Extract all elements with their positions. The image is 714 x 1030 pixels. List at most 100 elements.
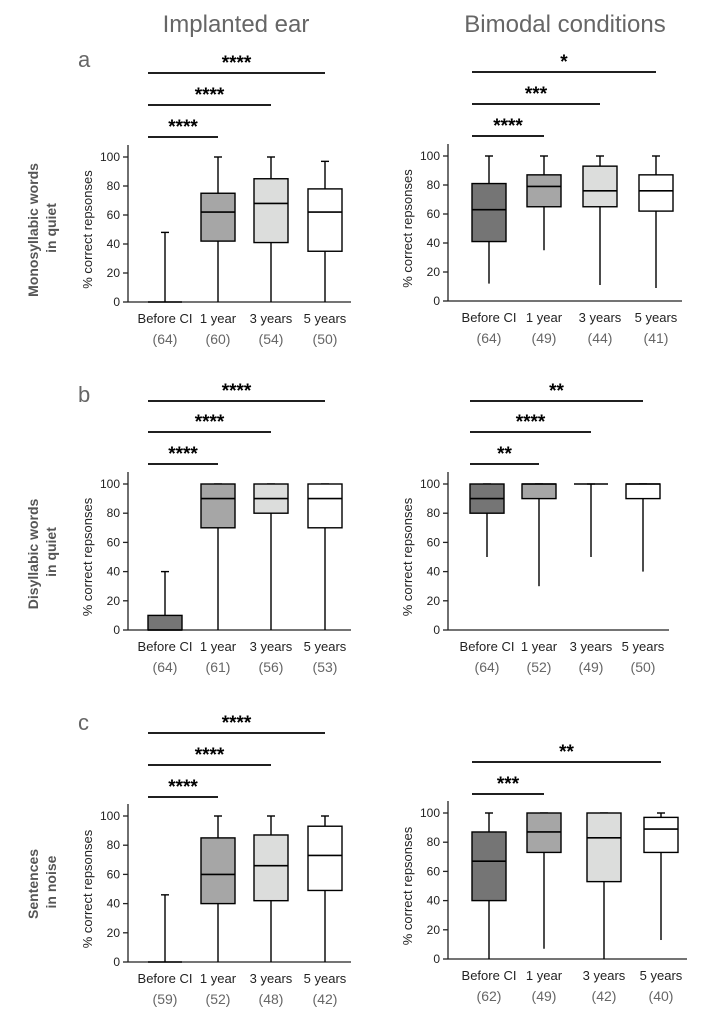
y-tick-label: 20 xyxy=(427,594,441,608)
y-tick-label: 40 xyxy=(107,565,121,579)
row-label-c: Sentences in noise xyxy=(25,845,59,919)
x-count-label: (61) xyxy=(206,659,231,675)
row-label-b: Disyllabic words in quiet xyxy=(25,495,59,609)
x-count-label: (50) xyxy=(313,331,338,347)
chart-panel-c-bimodal: 0 20 40 60 80 100 % correct repsonses Before CI… xyxy=(400,742,687,1004)
significance-stars: ** xyxy=(559,742,574,763)
y-axis-label: % correct repsonses xyxy=(400,497,415,616)
y-tick-label: 20 xyxy=(107,926,121,940)
panel-letter-a: a xyxy=(78,47,91,72)
x-count-label: (49) xyxy=(532,330,557,346)
x-count-label: (59) xyxy=(153,991,178,1007)
y-tick-label: 80 xyxy=(107,838,121,852)
x-category-label: 1 year xyxy=(526,968,563,983)
y-tick-label: 100 xyxy=(100,809,120,823)
significance-stars: **** xyxy=(195,745,225,766)
significance-stars: **** xyxy=(195,85,225,106)
significance-stars: **** xyxy=(222,53,252,74)
y-tick-label: 0 xyxy=(433,952,440,966)
x-count-label: (52) xyxy=(527,659,552,675)
box-5-years xyxy=(307,188,343,252)
y-tick-label: 80 xyxy=(427,506,441,520)
significance-stars: **** xyxy=(493,116,523,137)
x-count-label: (56) xyxy=(259,659,284,675)
x-category-label: 3 years xyxy=(250,311,293,326)
x-count-label: (48) xyxy=(259,991,284,1007)
y-tick-label: 40 xyxy=(427,894,441,908)
y-tick-label: 100 xyxy=(100,150,120,164)
row-label-b-line1: Disyllabic words xyxy=(25,498,41,609)
x-count-label: (64) xyxy=(153,331,178,347)
y-tick-label: 40 xyxy=(427,236,441,250)
y-tick-label: 20 xyxy=(107,266,121,280)
chart-panel-b-implanted: 0 20 40 60 80 100 % correct repsonses Before CI… xyxy=(80,381,351,675)
x-category-label: Before CI xyxy=(462,310,517,325)
row-label-a: Monosyllabic words in quiet xyxy=(25,159,59,297)
x-category-label: Before CI xyxy=(138,639,193,654)
box-5-years xyxy=(643,816,679,854)
column-title-implanted-ear: Implanted ear xyxy=(163,11,310,38)
y-tick-label: 40 xyxy=(107,897,121,911)
significance-stars: **** xyxy=(168,444,198,465)
y-tick-label: 100 xyxy=(420,149,440,163)
x-count-label: (49) xyxy=(532,988,557,1004)
y-tick-label: 0 xyxy=(113,955,120,969)
row-label-c-line1: Sentences xyxy=(25,849,41,919)
x-count-label: (40) xyxy=(649,988,674,1004)
x-category-label: 1 year xyxy=(200,639,237,654)
box-3-years xyxy=(253,834,289,902)
y-tick-label: 40 xyxy=(427,565,441,579)
panels-group: 0 20 40 60 80 100 % correct repsonses Before CI… xyxy=(80,52,687,1007)
y-tick-label: 100 xyxy=(420,477,440,491)
x-count-label: (44) xyxy=(588,330,613,346)
y-tick-label: 0 xyxy=(113,295,120,309)
y-tick-label: 60 xyxy=(427,207,441,221)
x-count-label: (64) xyxy=(153,659,178,675)
x-category-label: Before CI xyxy=(138,311,193,326)
y-axis-label: % correct repsonses xyxy=(80,170,95,289)
box-before-ci xyxy=(471,831,507,902)
significance-stars: *** xyxy=(525,84,548,105)
x-count-label: (49) xyxy=(579,659,604,675)
row-label-a-line2: in quiet xyxy=(43,203,59,253)
x-category-label: 1 year xyxy=(200,311,237,326)
y-tick-label: 80 xyxy=(427,835,441,849)
significance-stars: **** xyxy=(222,381,252,402)
chart-panel-b-bimodal: 0 20 40 60 80 100 % correct repsonses Before CI… xyxy=(400,381,669,675)
x-count-label: (54) xyxy=(259,331,284,347)
box-before-ci xyxy=(471,182,507,243)
panel-letter-b: b xyxy=(78,382,90,407)
y-tick-label: 20 xyxy=(427,265,441,279)
y-tick-label: 100 xyxy=(420,806,440,820)
significance-stars: * xyxy=(560,52,568,73)
x-category-label: 5 years xyxy=(304,971,347,986)
y-tick-label: 80 xyxy=(107,179,121,193)
x-category-label: 3 years xyxy=(250,971,293,986)
y-tick-label: 20 xyxy=(427,923,441,937)
box-3-years xyxy=(582,165,618,208)
box-5-years xyxy=(307,825,343,892)
x-category-label: 5 years xyxy=(635,310,678,325)
x-category-label: Before CI xyxy=(462,968,517,983)
y-tick-label: 80 xyxy=(107,506,121,520)
row-label-c-line2: in noise xyxy=(43,855,59,908)
box-5-years xyxy=(638,174,674,212)
y-axis-label: % correct repsonses xyxy=(80,829,95,948)
box-5-years xyxy=(625,483,661,500)
x-category-label: Before CI xyxy=(138,971,193,986)
x-count-label: (42) xyxy=(313,991,338,1007)
significance-stars: **** xyxy=(222,713,252,734)
x-category-label: 3 years xyxy=(570,639,613,654)
x-count-label: (42) xyxy=(592,988,617,1004)
x-count-label: (64) xyxy=(477,330,502,346)
box-1-year xyxy=(200,837,236,905)
y-tick-label: 40 xyxy=(107,237,121,251)
significance-stars: ** xyxy=(549,381,564,402)
y-tick-label: 100 xyxy=(100,477,120,491)
significance-stars: **** xyxy=(168,777,198,798)
x-count-label: (60) xyxy=(206,331,231,347)
box-1-year xyxy=(526,174,562,208)
y-tick-label: 0 xyxy=(433,294,440,308)
x-count-label: (64) xyxy=(475,659,500,675)
box-before-ci xyxy=(147,614,183,631)
